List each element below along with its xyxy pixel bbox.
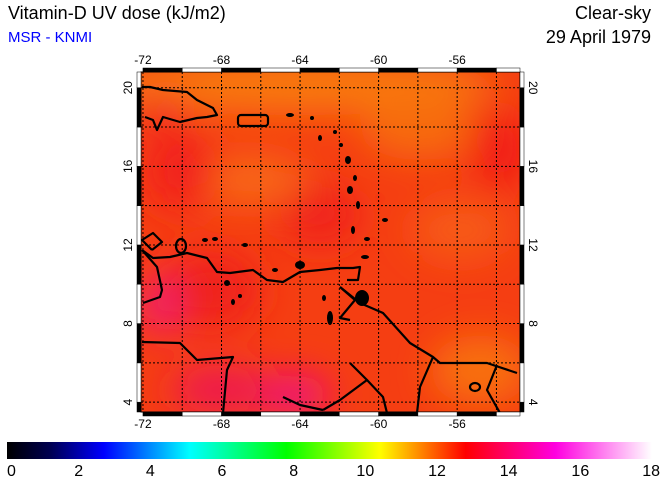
lon-label-top: -68: [213, 53, 231, 67]
lat-label-left: 8: [121, 320, 135, 327]
lat-label-right: 4: [526, 399, 540, 406]
colorbar-tick-label: 6: [218, 463, 227, 480]
islands: [202, 113, 388, 325]
frame-segment: [519, 244, 525, 285]
frame-segment: [260, 411, 301, 417]
frame-segment: [519, 362, 525, 403]
frame-segment: [136, 166, 142, 206]
frame-segment: [136, 401, 142, 413]
frame-segment: [339, 67, 379, 73]
lat-label-right: 8: [526, 320, 540, 327]
colorbar-tick-label: 14: [500, 463, 518, 480]
frame-segment: [417, 411, 458, 417]
map-frame: [136, 67, 525, 417]
lon-label-bottom: -72: [134, 417, 152, 431]
frame-segment: [136, 87, 142, 128]
lat-label-left: 16: [121, 159, 135, 173]
lat-label-right: 16: [526, 160, 540, 174]
lat-label-left: 12: [121, 238, 135, 252]
lon-label-top: -56: [448, 53, 466, 67]
colorbar-labels: 0 2 4 6 8 10 12 14 16 18: [7, 463, 660, 480]
axis-labels: -72 -72 -68 -68 -64 -64 -60 -60 -56 -56 20 20 16 16 12…: [121, 53, 540, 431]
frame-segment: [519, 323, 525, 364]
lon-label-bottom: -64: [291, 417, 309, 431]
lon-label-bottom: -68: [213, 417, 231, 431]
frame-segment: [136, 284, 142, 324]
lat-label-left: 20: [121, 81, 135, 95]
colorbar-tick-label: 16: [571, 463, 589, 480]
condition-label: Clear-sky: [574, 3, 651, 23]
lon-label-top: -60: [370, 53, 388, 67]
source-label: MSR - KNMI: [8, 29, 93, 46]
uv-dose-field: [141, 72, 520, 412]
colorbar-tick-label: 12: [428, 463, 446, 480]
frame-segment: [519, 284, 525, 324]
frame-segment: [136, 126, 142, 167]
frame-segment: [519, 166, 525, 206]
colorbar-tick-label: 8: [289, 463, 298, 480]
frame-segment: [136, 362, 142, 403]
lon-label-bottom: -60: [370, 417, 388, 431]
frame-segment: [378, 67, 419, 73]
frame-segment: [260, 67, 301, 73]
frame-segment: [456, 67, 497, 73]
frame-segment: [221, 411, 262, 417]
colorbar-tick-label: 0: [7, 463, 16, 480]
frame-segment: [519, 126, 525, 167]
frame-segment: [181, 67, 222, 73]
lat-label-right: 20: [526, 81, 540, 95]
frame-segment: [496, 411, 521, 417]
frame-segment: [181, 411, 222, 417]
frame-segment: [136, 205, 142, 246]
date-label: 29 April 1979: [545, 27, 651, 47]
frame-segment: [221, 67, 262, 73]
frame-segment: [299, 67, 340, 73]
colorbar-tick-label: 2: [74, 463, 83, 480]
frame-segment: [519, 71, 525, 88]
frame-segment: [136, 244, 142, 285]
map-title: Vitamin-D UV dose (kJ/m2): [8, 3, 226, 23]
colorbar-tick-label: 4: [146, 463, 155, 480]
colorbar: [7, 442, 652, 459]
lon-label-bottom: -56: [448, 417, 466, 431]
frame-segment: [519, 87, 525, 128]
frame-segment: [142, 67, 183, 73]
frame-segment: [496, 67, 521, 73]
lat-label-left: 4: [121, 399, 135, 406]
frame-segment: [339, 411, 379, 417]
frame-segment: [456, 411, 497, 417]
frame-segment: [142, 411, 183, 417]
colorbar-tick-label: 10: [356, 463, 374, 480]
frame-segment: [519, 401, 525, 413]
lat-label-right: 12: [526, 238, 540, 252]
lon-label-top: -64: [291, 53, 309, 67]
frame-segment: [417, 67, 458, 73]
frame-segment: [378, 411, 419, 417]
frame-segment: [299, 411, 340, 417]
colorbar-tick-label: 18: [642, 463, 660, 480]
lon-label-top: -72: [134, 53, 152, 67]
frame-segment: [136, 71, 142, 88]
frame-segment: [519, 205, 525, 246]
frame-segment: [136, 323, 142, 364]
